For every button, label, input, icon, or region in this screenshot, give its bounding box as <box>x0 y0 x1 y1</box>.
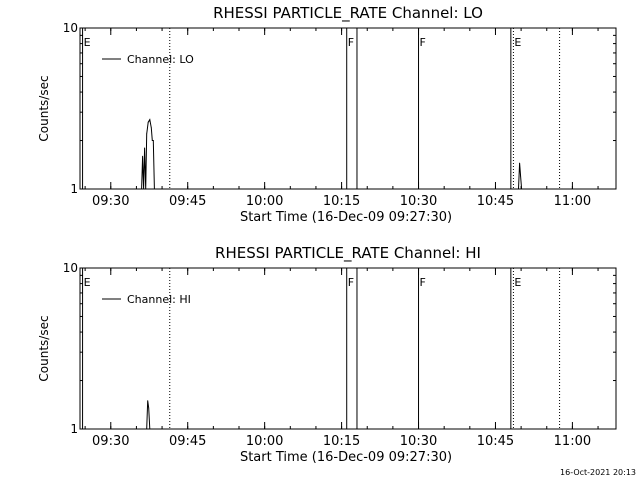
data-point <box>151 140 153 141</box>
data-point <box>149 119 151 120</box>
x-tick-label: 09:45 <box>169 194 206 209</box>
data-point <box>149 428 151 430</box>
data-point <box>521 188 523 190</box>
x-tick-label: 10:30 <box>400 194 437 209</box>
x-tick-label: 09:30 <box>92 194 129 209</box>
x-tick-label: 10:00 <box>246 194 283 209</box>
flag-label: F <box>348 36 354 49</box>
y-tick-label: 1 <box>70 182 78 196</box>
data-point <box>146 428 148 430</box>
data-point <box>144 147 146 149</box>
flag-label: F <box>420 36 426 49</box>
plot-frame <box>79 267 617 430</box>
y-tick-label: 10 <box>63 21 78 35</box>
y-axis-label: Counts/sec <box>37 75 51 141</box>
legend-label: Channel: HI <box>127 293 191 306</box>
data-point <box>146 133 148 135</box>
x-tick-label: 10:15 <box>323 194 360 209</box>
flag-label: E <box>514 276 521 289</box>
data-point <box>142 155 143 157</box>
x-tick-label: 09:45 <box>169 434 206 449</box>
data-point <box>145 188 147 190</box>
flag-label: E <box>514 36 521 49</box>
x-axis-label: Start Time (16-Dec-09 09:27:30) <box>240 210 452 225</box>
data-point <box>143 188 145 190</box>
flag-label: E <box>84 36 91 49</box>
data-point <box>152 140 154 141</box>
x-tick-label: 10:15 <box>323 434 360 449</box>
series-line <box>146 400 151 430</box>
data-point <box>147 400 149 402</box>
x-tick-label: 10:45 <box>477 434 514 449</box>
series-line <box>141 118 523 190</box>
y-axis-label: Counts/sec <box>37 315 51 381</box>
x-tick-label: 10:30 <box>400 434 437 449</box>
chart-panel-hi: RHESSI PARTICLE_RATE Channel: HI 1 10 Count… <box>37 244 617 465</box>
data-point <box>518 188 519 190</box>
legend-label: Channel: LO <box>127 53 194 66</box>
y-tick-label: 1 <box>70 422 78 436</box>
x-tick-label: 10:00 <box>246 434 283 449</box>
footer-timestamp: 16-Oct-2021 20:13 <box>560 468 636 477</box>
y-tick-label: 10 <box>63 261 78 275</box>
x-tick-label: 10:45 <box>477 194 514 209</box>
flag-label: F <box>348 276 354 289</box>
data-point <box>141 188 142 190</box>
chart-panel-lo: RHESSI PARTICLE_RATE Channel: LO 1 10 Count… <box>37 4 617 225</box>
x-tick-label: 11:00 <box>554 194 591 209</box>
chart-title: RHESSI PARTICLE_RATE Channel: LO <box>213 4 483 23</box>
data-point <box>150 127 152 129</box>
x-tick-label: 09:30 <box>92 434 129 449</box>
data-point <box>147 121 149 123</box>
flag-label: E <box>84 276 91 289</box>
data-point <box>148 407 150 409</box>
data-point <box>153 188 155 190</box>
flag-label: F <box>420 276 426 289</box>
x-axis-label: Start Time (16-Dec-09 09:27:30) <box>240 450 452 465</box>
data-point <box>520 175 521 177</box>
data-point <box>519 162 520 164</box>
x-tick-label: 11:00 <box>554 434 591 449</box>
chart-title: RHESSI PARTICLE_RATE Channel: HI <box>215 244 481 263</box>
